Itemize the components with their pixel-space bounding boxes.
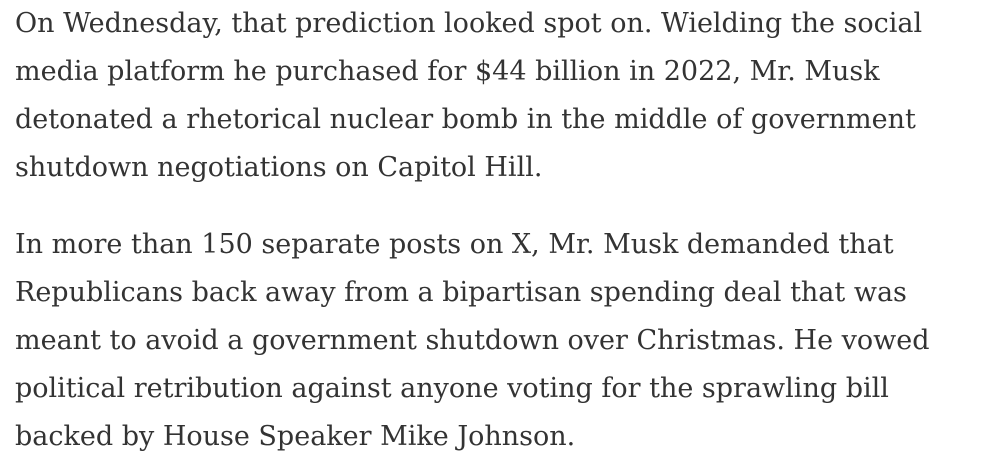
text-line: meant to avoid a government shutdown ove…	[15, 325, 930, 356]
text-line: backed by House Speaker Mike Johnson.	[15, 421, 576, 452]
text-line: detonated a rhetorical nuclear bomb in t…	[15, 104, 916, 135]
paragraph: In more than 150 separate posts on X, Mr…	[15, 221, 1000, 461]
text-line: Republicans back away from a bipartisan …	[15, 277, 907, 308]
text-line: media platform he purchased for $44 bill…	[15, 56, 880, 87]
text-line: shutdown negotiations on Capitol Hill.	[15, 152, 543, 183]
paragraph: On Wednesday, that prediction looked spo…	[15, 0, 1000, 192]
text-line: In more than 150 separate posts on X, Mr…	[15, 229, 894, 260]
text-line: On Wednesday, that prediction looked spo…	[15, 8, 923, 39]
text-line: political retribution against anyone vot…	[15, 373, 889, 404]
